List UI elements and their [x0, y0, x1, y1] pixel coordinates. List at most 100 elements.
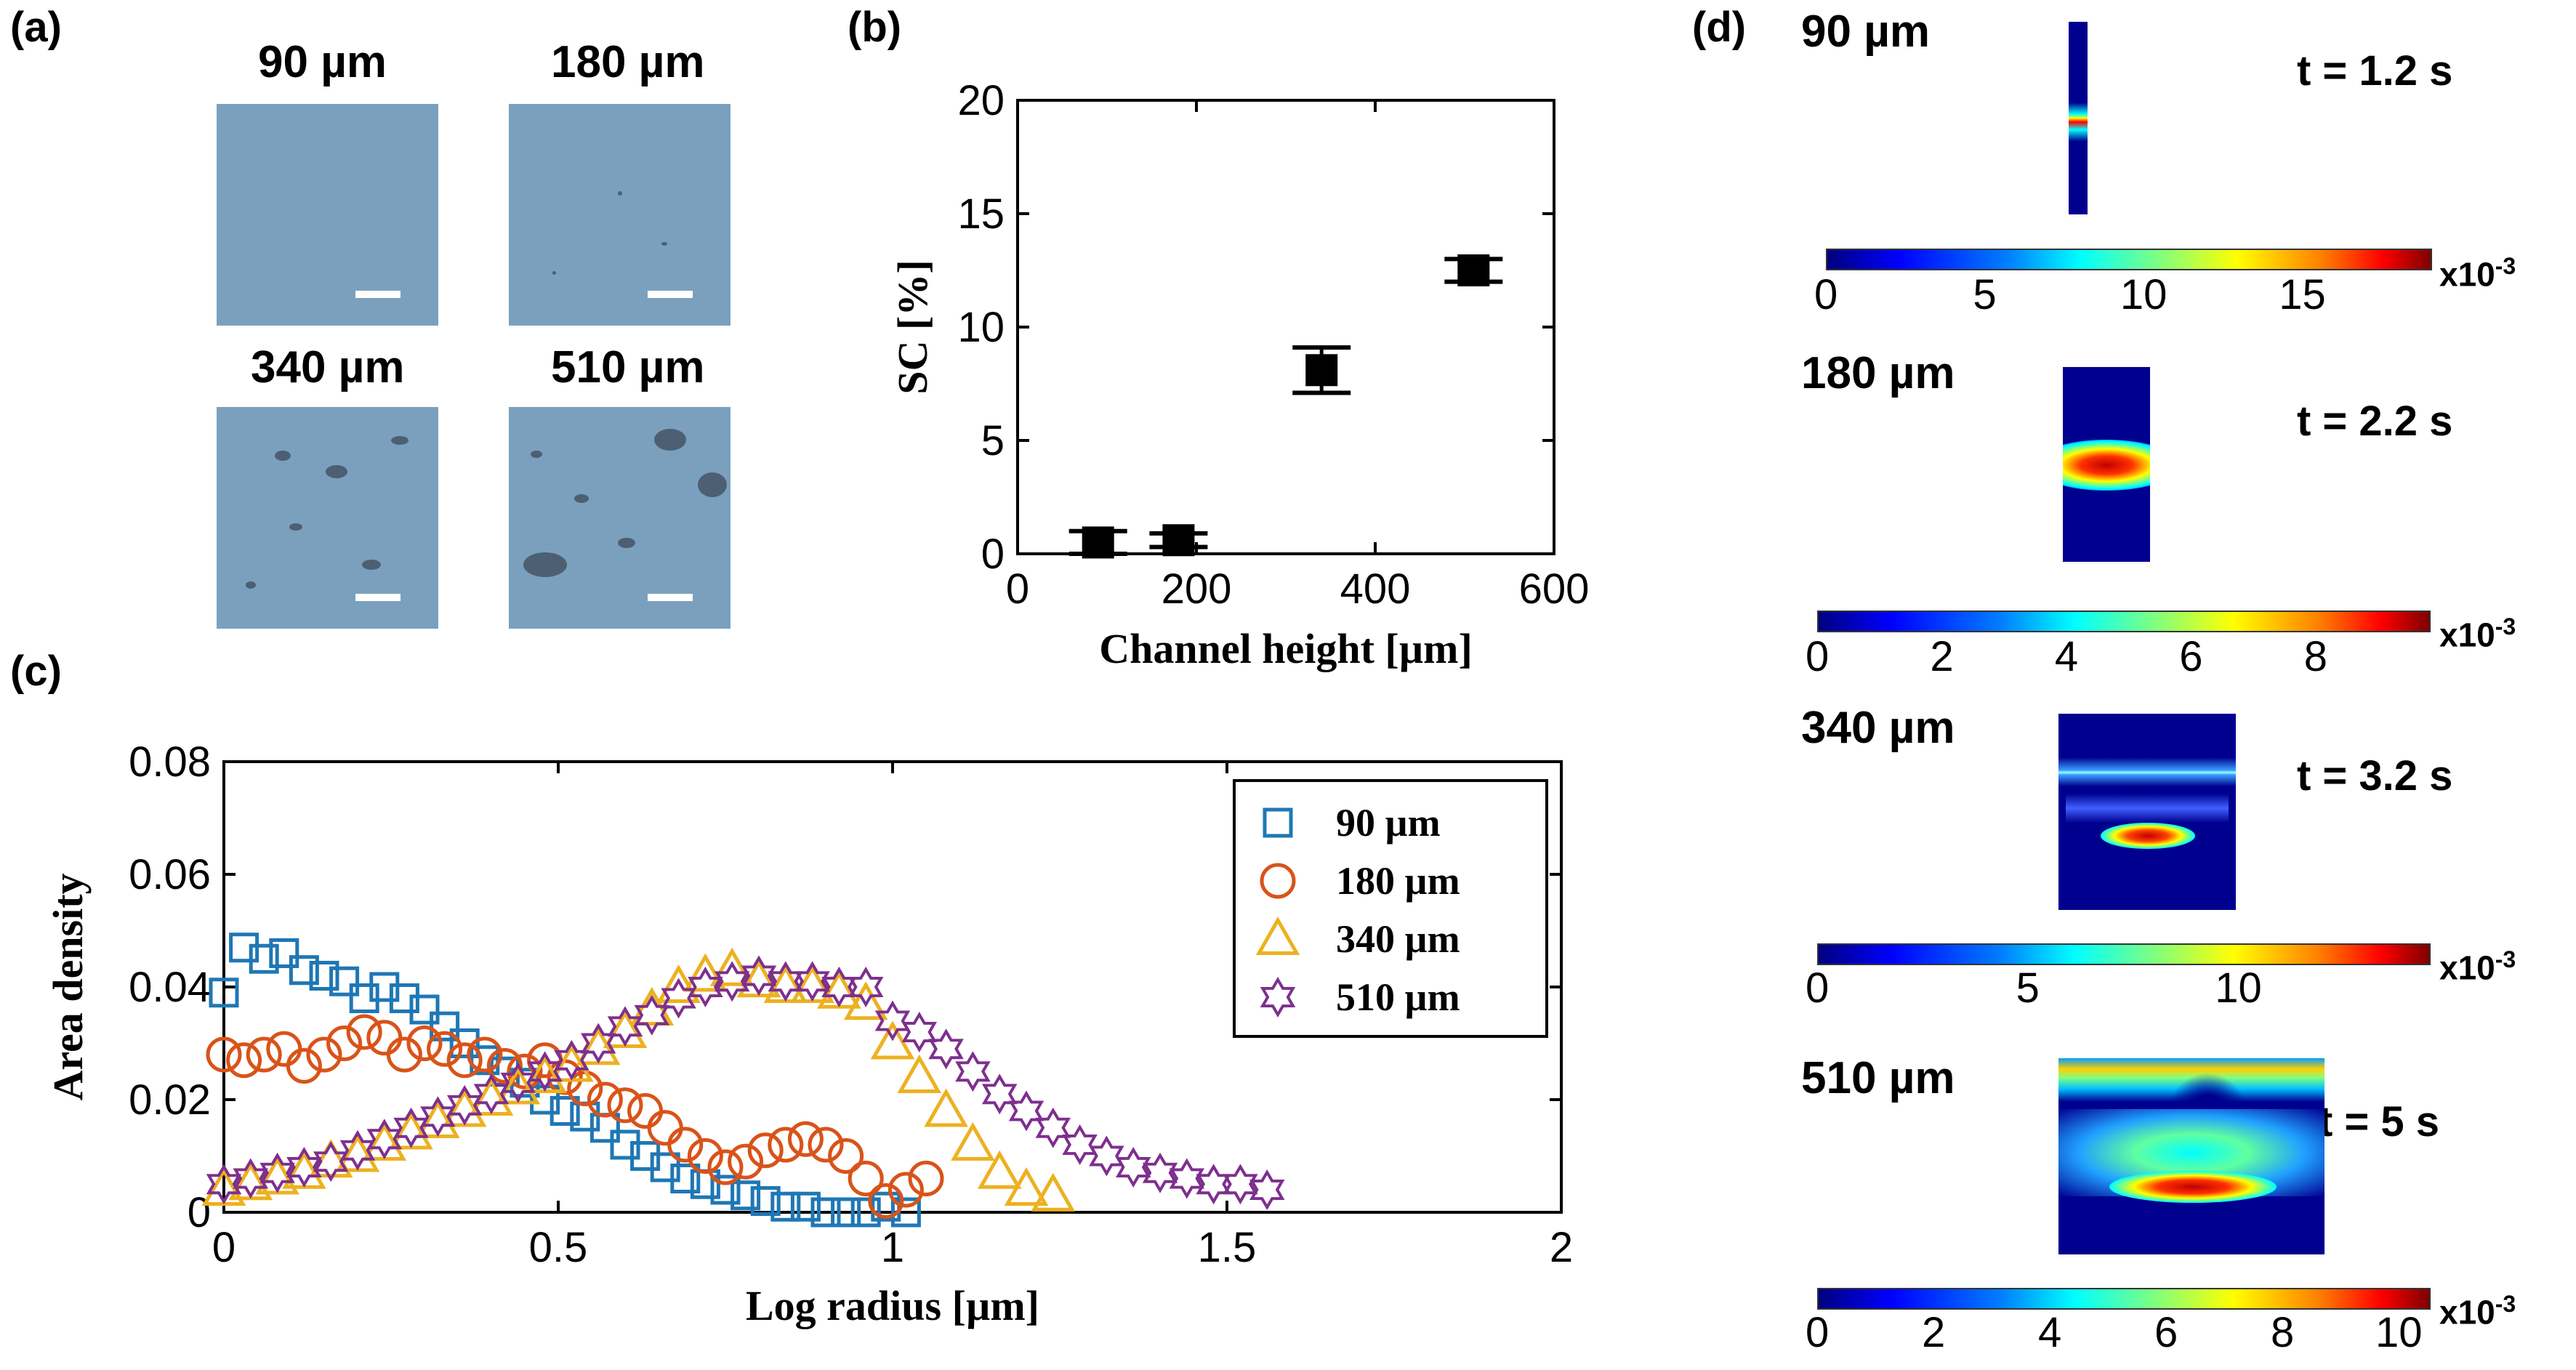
density-point-circle — [266, 1031, 302, 1067]
sc-chart-xtick-label: 0 — [1006, 565, 1029, 613]
micrograph-label: 510 µm — [551, 342, 705, 392]
sc-chart-ylabel: SC [%] — [889, 259, 936, 394]
density-point-circle — [728, 1143, 764, 1180]
density-point-triangle — [308, 1139, 353, 1178]
density-point-square — [730, 1180, 761, 1211]
density-chart-ylabel: Area density — [44, 873, 92, 1100]
scale-bar — [355, 594, 401, 601]
density-point-circle — [808, 1127, 844, 1163]
panel-label-b: (b) — [848, 4, 902, 51]
density-point-circle — [747, 1132, 784, 1169]
density-point-circle — [787, 1121, 824, 1157]
density-point-hexagram — [955, 1051, 991, 1092]
colorbar-180 — [1817, 611, 2431, 632]
sim-label: 90 µm — [1801, 7, 1931, 57]
density-point-square — [289, 955, 319, 986]
density-point-circle — [587, 1081, 623, 1118]
density-point-circle — [887, 1172, 924, 1208]
density-point-square — [790, 1191, 821, 1222]
sc-chart-ytick-label: 10 — [957, 304, 1005, 351]
density-point-hexagram — [313, 1141, 349, 1182]
density-chart-ytick-label: 0.08 — [129, 738, 211, 786]
density-point-hexagram — [1008, 1090, 1045, 1132]
density-point-circle — [206, 1036, 242, 1073]
density-point-square — [810, 1197, 841, 1228]
colorbar-tick-label: 0 — [1806, 1309, 1830, 1356]
density-chart-ytick-label: 0 — [188, 1189, 211, 1236]
density-point-triangle — [870, 1020, 915, 1060]
density-point-circle — [667, 1127, 704, 1163]
density-point-triangle — [897, 1054, 942, 1093]
density-point-triangle — [977, 1150, 1022, 1189]
density-point-square — [770, 1191, 801, 1222]
sc-chart-ytick-label: 5 — [981, 417, 1005, 464]
density-point-triangle — [951, 1121, 995, 1161]
sim-label: 340 µm — [1801, 703, 1955, 753]
density-point-circle — [908, 1161, 944, 1196]
colorbar-tick-label: 8 — [2303, 633, 2327, 680]
sc-chart-xlabel: Channel height [µm] — [1099, 625, 1473, 672]
sim-time: t = 1.2 s — [2297, 47, 2453, 94]
sim-field-510 — [2058, 1058, 2325, 1254]
density-chart-ytick-label: 0.06 — [129, 851, 211, 898]
colorbar-tick-label: 5 — [2016, 964, 2040, 1012]
density-point-circle — [366, 1020, 403, 1056]
density-point-triangle — [924, 1088, 968, 1127]
colorbar-tick-label: 8 — [2271, 1309, 2295, 1356]
density-point-hexagram — [981, 1073, 1018, 1115]
density-point-square — [249, 943, 279, 974]
colorbar-tick-label: 10 — [2375, 1309, 2423, 1356]
density-point-triangle — [709, 947, 754, 986]
density-point-hexagram — [928, 1028, 964, 1070]
scale-bar — [648, 291, 693, 298]
density-point-hexagram — [1089, 1135, 1124, 1177]
density-point-square — [269, 938, 299, 968]
sim-label: 510 µm — [1801, 1053, 1955, 1103]
legend-label: 340 µm — [1336, 917, 1460, 961]
density-point-circle — [406, 1026, 443, 1061]
density-point-hexagram — [848, 967, 884, 1007]
colorbar-tick-label: 10 — [2120, 271, 2168, 318]
density-point-hexagram — [1062, 1124, 1098, 1165]
density-point-circle — [446, 1042, 483, 1079]
density-point-triangle — [1004, 1166, 1049, 1206]
micrograph-340 — [217, 407, 438, 629]
colorbar-90 — [1826, 249, 2432, 270]
density-chart-xtick-label: 0 — [212, 1224, 236, 1271]
density-point-hexagram — [901, 1012, 938, 1052]
density-point-hexagram — [874, 1000, 911, 1041]
density-chart-xlabel: Log radius [µm] — [746, 1282, 1039, 1329]
density-point-circle — [647, 1110, 683, 1146]
sc-data-point — [1457, 254, 1490, 286]
density-point-hexagram — [794, 961, 830, 1002]
density-point-triangle — [1031, 1172, 1076, 1212]
density-point-hexagram — [1115, 1147, 1151, 1188]
density-point-hexagram — [1196, 1164, 1231, 1205]
density-point-circle — [306, 1036, 342, 1073]
density-point-circle — [627, 1093, 664, 1129]
colorbar-exponent: x10-3 — [2439, 1291, 2516, 1331]
density-point-hexagram — [1223, 1164, 1258, 1205]
density-point-circle — [687, 1138, 723, 1174]
density-point-circle — [868, 1183, 904, 1219]
density-point-square — [750, 1186, 781, 1216]
density-point-circle — [828, 1138, 864, 1174]
sc-chart-xtick-label: 200 — [1162, 565, 1232, 613]
colorbar-exponent: x10-3 — [2439, 253, 2516, 294]
density-point-hexagram — [1142, 1152, 1178, 1193]
legend-label: 90 µm — [1336, 801, 1441, 845]
colorbar-510 — [1817, 1288, 2431, 1310]
legend-label: 510 µm — [1336, 975, 1460, 1019]
colorbar-tick-label: 2 — [1930, 633, 1954, 680]
density-point-circle — [286, 1048, 322, 1084]
colorbar-tick-label: 15 — [2279, 271, 2326, 318]
colorbar-tick-label: 0 — [1814, 271, 1838, 318]
sc-data-point — [1162, 524, 1195, 557]
density-chart-xtick-label: 1 — [881, 1224, 904, 1271]
density-point-square — [449, 1028, 480, 1058]
colorbar-tick-label: 4 — [2038, 1309, 2062, 1356]
sc-chart-ytick-label: 0 — [981, 531, 1005, 578]
colorbar-340 — [1817, 943, 2431, 965]
density-point-square — [409, 994, 440, 1025]
